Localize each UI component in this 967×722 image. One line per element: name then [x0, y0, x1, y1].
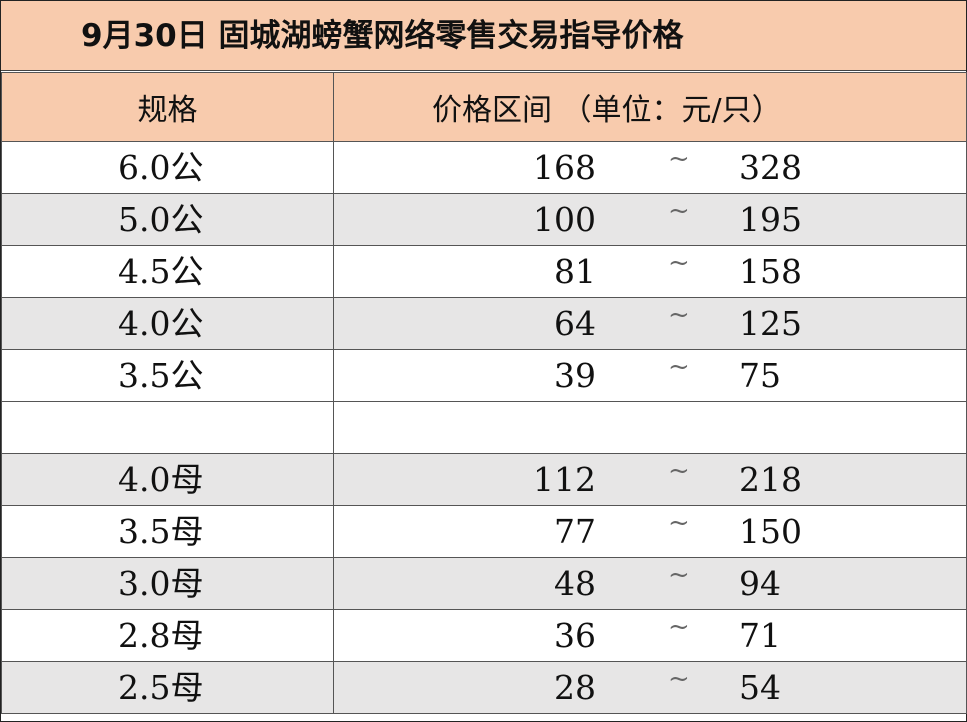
range-separator: ~ — [668, 300, 690, 330]
table-row: 4.0母 112 ~218 — [1, 453, 967, 506]
table-row: 2.8母 36 ~71 — [1, 609, 967, 662]
spec-label: 3.5公 — [118, 356, 204, 395]
header-spec: 规格 — [1, 72, 334, 142]
range-separator: ~ — [668, 612, 690, 642]
spacer-row — [1, 401, 967, 454]
price-range-cell: 100 ~195 — [333, 193, 967, 246]
price-range-cell: 81 ~158 — [333, 245, 967, 298]
spec-cell: 6.0公 — [1, 141, 334, 194]
price-high: 218 — [739, 460, 802, 499]
spec-label: 2.8母 — [118, 616, 204, 655]
price-table: 规格 价格区间 （单位：元/只） 6.0公 168 ~328 5.0公 100 ~195 4… — [1, 72, 967, 714]
spec-cell: 3.5公 — [1, 349, 334, 402]
price-high: 195 — [739, 200, 802, 239]
spec-label: 4.0母 — [118, 460, 204, 499]
price-high: 71 — [739, 616, 781, 655]
spec-label: 3.0母 — [118, 564, 204, 603]
range-separator: ~ — [668, 144, 690, 174]
price-range-cell: 48 ~94 — [333, 557, 967, 610]
price-low: 168 — [533, 148, 596, 187]
price-high: 328 — [739, 148, 802, 187]
range-separator: ~ — [668, 456, 690, 486]
spec-cell: 4.0公 — [1, 297, 334, 350]
table-row: 3.5公 39 ~75 — [1, 349, 967, 402]
price-low: 48 — [554, 564, 596, 603]
price-low: 112 — [533, 460, 596, 499]
spec-cell: 4.5公 — [1, 245, 334, 298]
table-row: 3.0母 48 ~94 — [1, 557, 967, 610]
spec-label: 6.0公 — [118, 148, 204, 187]
header-price-range: 价格区间 （单位：元/只） — [333, 72, 967, 142]
price-low: 39 — [554, 356, 596, 395]
range-separator: ~ — [668, 248, 690, 278]
range-separator: ~ — [668, 508, 690, 538]
header-row: 规格 价格区间 （单位：元/只） — [1, 72, 967, 142]
price-low: 100 — [533, 200, 596, 239]
price-high: 158 — [739, 252, 802, 291]
price-range-cell: 28 ~54 — [333, 661, 967, 714]
price-high: 75 — [739, 356, 781, 395]
price-range-cell: 168 ~328 — [333, 141, 967, 194]
spec-label: 4.0公 — [118, 304, 204, 343]
price-range-cell: 39 ~75 — [333, 349, 967, 402]
table-row: 4.0公 64 ~125 — [1, 297, 967, 350]
range-separator: ~ — [668, 560, 690, 590]
range-separator: ~ — [668, 664, 690, 694]
table-row: 5.0公 100 ~195 — [1, 193, 967, 246]
range-separator: ~ — [668, 196, 690, 226]
spec-label: 3.5母 — [118, 512, 204, 551]
table-title: 9月30日 固城湖螃蟹网络零售交易指导价格 — [1, 1, 966, 71]
table-row: 4.5公 81 ~158 — [1, 245, 967, 298]
price-low: 36 — [554, 616, 596, 655]
price-range-cell: 64 ~125 — [333, 297, 967, 350]
table-row: 6.0公 168 ~328 — [1, 141, 967, 194]
price-high: 125 — [739, 304, 802, 343]
spec-cell: 3.0母 — [1, 557, 334, 610]
spec-cell: 5.0公 — [1, 193, 334, 246]
table-row: 2.5母 28 ~54 — [1, 661, 967, 714]
price-low: 28 — [554, 668, 596, 707]
price-high: 150 — [739, 512, 802, 551]
price-low: 64 — [554, 304, 596, 343]
spec-label: 4.5公 — [118, 252, 204, 291]
price-high: 94 — [739, 564, 781, 603]
range-separator: ~ — [668, 352, 690, 382]
table-row: 3.5母 77 ~150 — [1, 505, 967, 558]
spec-cell: 3.5母 — [1, 505, 334, 558]
spec-cell: 4.0母 — [1, 453, 334, 506]
spec-cell — [1, 401, 334, 454]
spec-cell: 2.8母 — [1, 609, 334, 662]
spec-label: 2.5母 — [118, 668, 204, 707]
price-high: 54 — [739, 668, 781, 707]
price-low: 77 — [554, 512, 596, 551]
price-range-cell: 112 ~218 — [333, 453, 967, 506]
price-range-cell — [333, 401, 967, 454]
price-low: 81 — [554, 252, 596, 291]
spec-label: 5.0公 — [118, 200, 204, 239]
price-range-cell: 36 ~71 — [333, 609, 967, 662]
spec-cell: 2.5母 — [1, 661, 334, 714]
price-range-cell: 77 ~150 — [333, 505, 967, 558]
